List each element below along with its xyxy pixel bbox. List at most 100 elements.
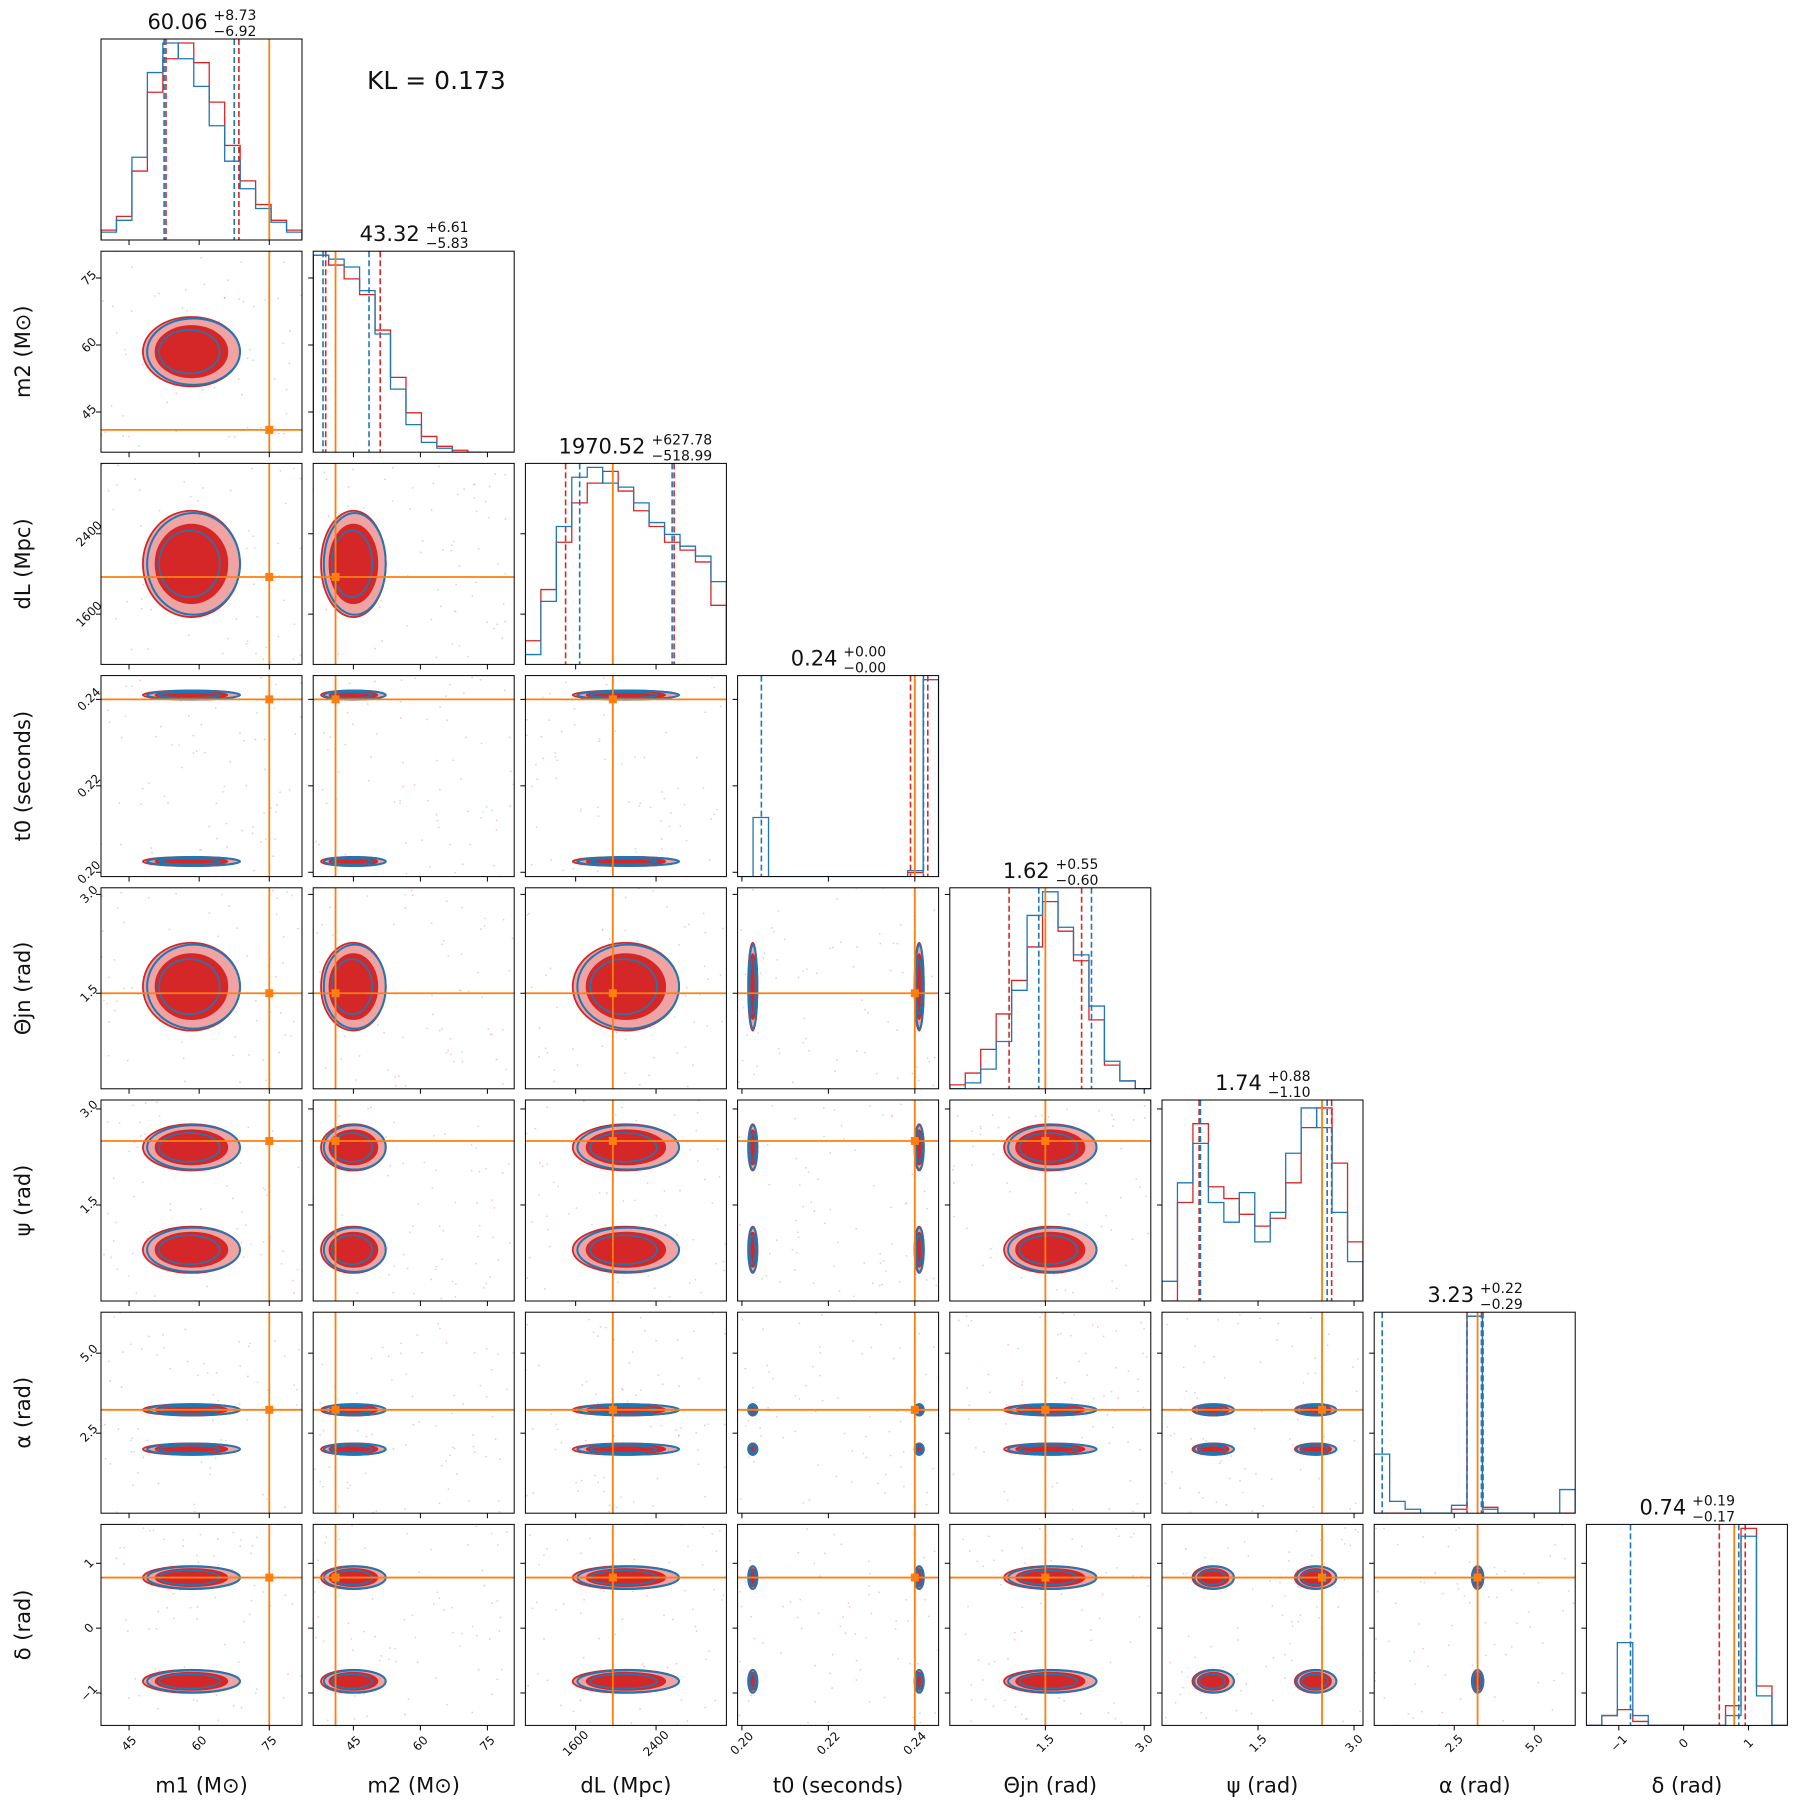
xlabel-4: Θjn (rad) <box>1004 1773 1098 1797</box>
hist-red-4 <box>949 901 1151 1089</box>
panel-frame-7-7 <box>1585 1523 1788 1726</box>
hist-red-2 <box>525 470 727 665</box>
truth-marker-7-1 <box>331 1573 340 1582</box>
panel-frame-6-5 <box>1161 1311 1364 1514</box>
panel-frame-6-0 <box>100 1311 303 1514</box>
ylabel-3: t0 (seconds) <box>11 711 35 842</box>
panel-frame-5-0 <box>100 1099 303 1302</box>
ytick-5-1: 3.0 <box>77 1097 100 1120</box>
panel-frame-0-0 <box>100 38 303 241</box>
hist-red-1 <box>313 254 515 453</box>
panel-7-1: 45 60 75 m2 (M⊙) <box>308 1523 515 1797</box>
ytick-4-1: 3.0 <box>77 883 100 906</box>
xtick-2-1: 2400 <box>640 1728 671 1759</box>
panel-frame-7-4 <box>949 1523 1152 1726</box>
panel-frame-7-2 <box>524 1523 727 1726</box>
panel-frame-3-2 <box>524 675 727 878</box>
panel-5-3 <box>732 1099 940 1306</box>
title-minus-6: −0.29 <box>1480 1297 1523 1313</box>
panel-6-1 <box>308 1311 515 1519</box>
title-minus-7: −0.17 <box>1692 1509 1735 1525</box>
ytick-6-0: 2.5 <box>77 1421 100 1444</box>
panel-frame-6-4 <box>949 1311 1152 1514</box>
title-minus-0: −6.92 <box>214 24 257 40</box>
truth-marker-6-5 <box>1318 1405 1327 1414</box>
xtick-5-1: 3.0 <box>1342 1732 1365 1755</box>
panel-6-4 <box>944 1311 1152 1519</box>
truth-marker-7-6 <box>1473 1573 1482 1582</box>
xlabel-5: ψ (rad) <box>1227 1773 1299 1797</box>
hist-blue-1 <box>313 254 515 453</box>
panel-5-2 <box>520 1099 727 1306</box>
panel-4-4: 1.62 +0.55−0.60 <box>944 857 1152 1094</box>
panel-frame-3-0 <box>100 675 303 878</box>
truth-marker-2-0 <box>265 572 274 581</box>
title-median-2: 1970.52 <box>558 434 645 458</box>
truth-marker-4-0 <box>265 989 274 998</box>
panel-frame-4-1 <box>312 887 515 1090</box>
truth-marker-7-0 <box>265 1573 274 1582</box>
title-minus-4: −0.60 <box>1056 873 1099 889</box>
panel-7-0: 45 60 75 m1 (M⊙) −1 0 1 δ (rad) <box>11 1523 303 1797</box>
title-plus-0: +8.73 <box>214 8 257 24</box>
panel-7-4: 1.5 3.0 Θjn (rad) <box>944 1523 1156 1797</box>
panel-frame-1-0 <box>100 250 303 453</box>
title-minus-2: −518.99 <box>652 448 713 464</box>
panel-4-2 <box>520 887 727 1094</box>
hist-blue-0 <box>101 42 302 240</box>
panel-frame-7-1 <box>312 1523 515 1726</box>
panel-frame-5-5 <box>1161 1099 1364 1302</box>
truth-marker-4-1 <box>331 989 340 998</box>
xtick-0-0: 45 <box>119 1733 140 1754</box>
truth-marker-3-1 <box>331 695 340 704</box>
panel-frame-2-1 <box>312 462 515 665</box>
xtick-7-2: 1 <box>1741 1736 1756 1751</box>
panel-7-2: 1600 2400 dL (Mpc) <box>520 1523 727 1797</box>
panel-6-6: 3.23 +0.22−0.29 <box>1369 1281 1576 1519</box>
truth-marker-1-0 <box>265 425 274 434</box>
truth-marker-5-3 <box>910 1136 919 1145</box>
hist-blue-5 <box>1162 1107 1363 1301</box>
kl-divergence-label: KL = 0.173 <box>367 66 506 95</box>
panel-frame-6-3 <box>737 1311 940 1514</box>
xtick-7-0: −1 <box>1608 1732 1630 1754</box>
panel-1-0: 45 60 75 m2 (M⊙) <box>11 250 303 458</box>
panel-4-0: 1.5 3.0 Θjn (rad) <box>11 883 303 1094</box>
xtick-7-1: 0 <box>1676 1736 1691 1751</box>
hist-red-6 <box>1374 1315 1576 1514</box>
xtick-4-0: 1.5 <box>1034 1732 1057 1755</box>
truth-marker-3-2 <box>608 695 617 704</box>
panel-frame-7-5 <box>1161 1523 1364 1726</box>
panel-frame-6-6 <box>1373 1311 1576 1514</box>
xtick-3-0: 0.20 <box>728 1729 757 1758</box>
ylabel-6: α (rad) <box>11 1377 35 1449</box>
ytick-1-0: 45 <box>79 402 100 423</box>
panel-7-5: 1.5 3.0 ψ (rad) <box>1157 1523 1366 1797</box>
panel-frame-6-1 <box>312 1311 515 1514</box>
title-median-0: 60.06 <box>147 10 207 34</box>
panel-frame-5-1 <box>312 1099 515 1302</box>
ytick-6-1: 5.0 <box>77 1341 100 1364</box>
panel-frame-1-1 <box>312 250 515 453</box>
panel-frame-6-2 <box>524 1311 727 1514</box>
title-median-4: 1.62 <box>1003 859 1050 883</box>
title-median-7: 0.74 <box>1640 1495 1687 1519</box>
panel-frame-7-6 <box>1373 1523 1576 1726</box>
panel-5-1 <box>308 1099 515 1306</box>
panel-7-7: 0.74 +0.19−0.17 −1 0 1 δ (rad) <box>1581 1493 1788 1797</box>
panel-frame-4-0 <box>100 887 303 1090</box>
panel-frame-2-0 <box>100 462 303 665</box>
ytick-7-0: −1 <box>78 1682 100 1704</box>
ytick-7-2: 1 <box>81 1556 96 1571</box>
panel-frame-3-3 <box>737 675 940 878</box>
ytick-1-2: 75 <box>79 268 100 289</box>
ytick-4-0: 1.5 <box>77 982 100 1005</box>
ylabel-4: Θjn (rad) <box>11 942 35 1036</box>
panel-7-6: 2.5 5.0 α (rad) <box>1369 1523 1576 1797</box>
xtick-1-2: 75 <box>477 1733 498 1754</box>
panel-5-4 <box>944 1099 1152 1306</box>
panel-5-5: 1.74 +0.88−1.10 <box>1157 1069 1364 1306</box>
panel-4-1 <box>308 887 515 1094</box>
title-plus-6: +0.22 <box>1480 1281 1523 1297</box>
